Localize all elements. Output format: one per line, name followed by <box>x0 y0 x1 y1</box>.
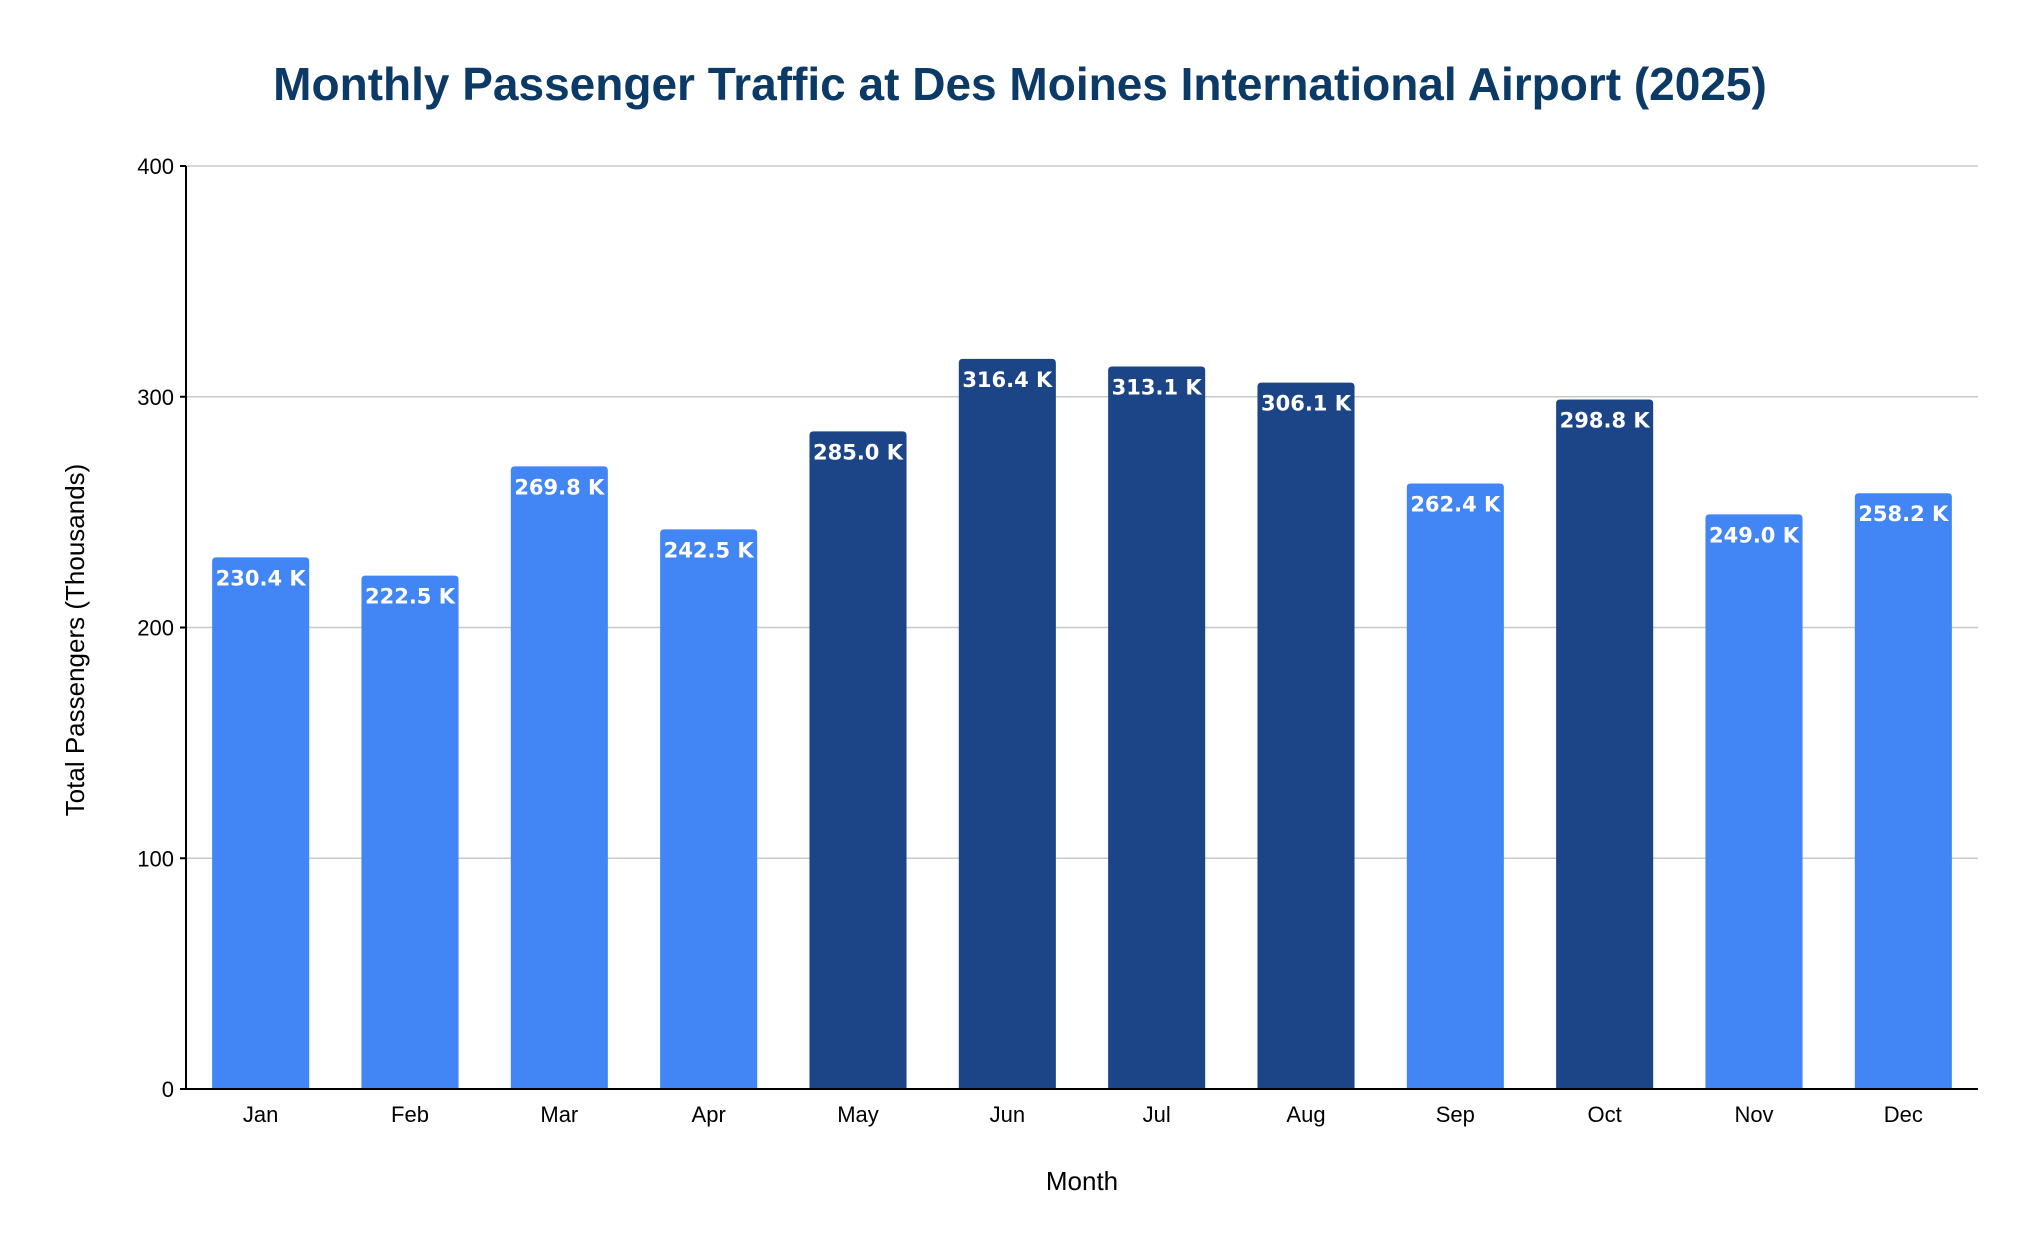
data-label-sep: 262.4 K <box>1410 493 1501 517</box>
gridlines <box>186 165 1978 859</box>
data-label-may: 285.0 K <box>813 440 904 464</box>
bar-may <box>809 431 907 1089</box>
bar-mar <box>510 466 608 1089</box>
bar-feb <box>361 575 459 1089</box>
bar-oct <box>1556 399 1654 1089</box>
x-tick-labels: Jan Feb Mar Apr May Jun Jul Aug Sep Oct Nov Dec <box>243 1102 1923 1127</box>
x-tick-label: Dec <box>1884 1102 1923 1127</box>
x-tick-label: Oct <box>1588 1102 1622 1127</box>
bar-sep <box>1406 483 1504 1090</box>
y-tick-label: 0 <box>162 1077 174 1102</box>
y-tick-label: 300 <box>137 385 174 410</box>
x-tick-label: Jan <box>243 1102 278 1127</box>
bar-jul <box>1108 366 1206 1090</box>
data-label-jun: 316.4 K <box>962 368 1053 392</box>
bar-jun <box>958 358 1056 1090</box>
chart-title: Monthly Passenger Traffic at Des Moines … <box>273 58 1767 110</box>
x-tick-label: Sep <box>1436 1102 1475 1127</box>
y-tick-label: 100 <box>137 846 174 871</box>
data-label-jul: 313.1 K <box>1112 376 1203 400</box>
data-label-nov: 249.0 K <box>1709 523 1800 547</box>
x-tick-label: Aug <box>1286 1102 1325 1127</box>
y-tick-label: 400 <box>137 154 174 179</box>
data-label-feb: 222.5 K <box>365 585 456 609</box>
data-labels: 230.4 K 222.5 K 269.8 K 242.5 K 285.0 K 316.4… <box>216 368 1949 609</box>
x-tick-label: May <box>837 1102 879 1127</box>
data-label-dec: 258.2 K <box>1858 502 1949 526</box>
x-axis-title: Month <box>1046 1166 1118 1196</box>
x-tick-label: Apr <box>692 1102 726 1127</box>
data-label-aug: 306.1 K <box>1261 392 1352 416</box>
data-label-mar: 269.8 K <box>514 475 605 499</box>
bar-dec <box>1854 493 1952 1089</box>
bar-apr <box>660 529 758 1089</box>
x-tick-label: Jun <box>990 1102 1025 1127</box>
bar-aug <box>1257 382 1355 1089</box>
data-label-apr: 242.5 K <box>664 538 755 562</box>
data-label-jan: 230.4 K <box>216 566 307 590</box>
x-tick-label: Nov <box>1734 1102 1773 1127</box>
data-label-oct: 298.8 K <box>1560 409 1651 433</box>
x-tick-label: Jul <box>1143 1102 1171 1127</box>
x-tick-label: Feb <box>391 1102 429 1127</box>
y-tick-labels: 0 100 200 300 400 <box>137 154 174 1102</box>
bars <box>212 358 1952 1090</box>
bar-jan <box>212 557 310 1089</box>
axes <box>180 165 1978 1090</box>
y-tick-label: 200 <box>137 616 174 641</box>
x-tick-label: Mar <box>540 1102 578 1127</box>
y-axis-title: Total Passengers (Thousands) <box>60 464 90 817</box>
bar-nov <box>1705 514 1803 1089</box>
